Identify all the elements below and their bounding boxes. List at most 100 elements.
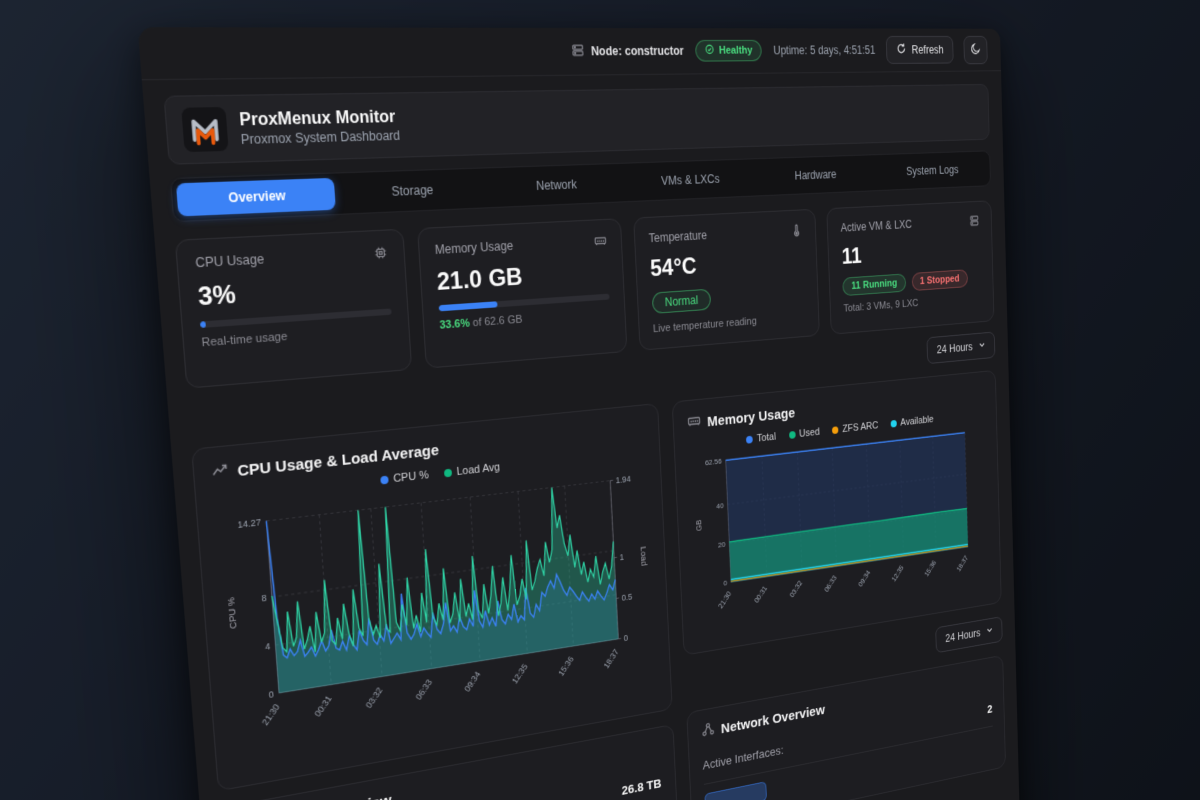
legend-dot bbox=[832, 426, 839, 435]
temperature-card-title: Temperature bbox=[648, 228, 708, 246]
svg-text:1.94: 1.94 bbox=[615, 474, 630, 485]
network-row-label: Active Interfaces: bbox=[702, 743, 784, 773]
svg-text:09:34: 09:34 bbox=[463, 670, 483, 693]
interface-badge[interactable] bbox=[704, 781, 767, 800]
memory-chart-icon bbox=[687, 413, 701, 433]
cpu-progress-fill bbox=[199, 321, 207, 328]
server-icon bbox=[571, 43, 585, 60]
cpu-load-chart: 21:30 00:31 03:32 06:33 09:34 12:35 15:36 18:37… bbox=[226, 474, 648, 727]
trending-up-icon bbox=[211, 461, 230, 484]
cpu-value: 3% bbox=[196, 280, 237, 312]
uptime-label: Uptime: 5 days, 4:51:51 bbox=[773, 43, 876, 58]
tab-overview[interactable]: Overview bbox=[175, 177, 336, 217]
storage-row-value: 26.8 TB bbox=[621, 775, 662, 798]
cpu-card-title: CPU Usage bbox=[194, 251, 265, 271]
dark-mode-toggle[interactable] bbox=[963, 35, 988, 64]
vm-stopped-badge: 1 Stopped bbox=[911, 269, 968, 292]
svg-text:03:32: 03:32 bbox=[788, 579, 803, 599]
svg-text:09:34: 09:34 bbox=[857, 569, 872, 589]
refresh-icon bbox=[896, 43, 906, 58]
moon-icon bbox=[970, 42, 981, 57]
svg-text:06:33: 06:33 bbox=[823, 574, 838, 594]
node-indicator: Node: constructor bbox=[571, 42, 684, 59]
cpu-caption: Real-time usage bbox=[201, 330, 288, 350]
cpu-icon bbox=[373, 245, 388, 263]
storage-title: Storage Overview bbox=[264, 792, 393, 800]
chevron-down-icon bbox=[986, 625, 993, 638]
svg-text:GB: GB bbox=[694, 519, 703, 532]
dashboard-window: Node: constructor Healthy Uptime: 5 days… bbox=[137, 27, 1022, 800]
svg-text:1: 1 bbox=[619, 552, 624, 562]
tab-system-logs[interactable]: System Logs bbox=[906, 163, 959, 178]
svg-text:14.27: 14.27 bbox=[237, 517, 261, 530]
server-stack-icon bbox=[969, 214, 980, 230]
check-circle-icon bbox=[705, 44, 715, 58]
tab-hardware[interactable]: Hardware bbox=[794, 167, 837, 183]
svg-text:0.5: 0.5 bbox=[621, 592, 632, 603]
legend-dot bbox=[746, 435, 754, 444]
svg-text:21:30: 21:30 bbox=[717, 590, 733, 610]
memory-progress-fill bbox=[438, 301, 498, 312]
memory-usage-card: Memory Usage 21.0 GB 33.6% of 62.6 GB bbox=[416, 218, 627, 369]
legend-item-total: Total bbox=[746, 431, 776, 445]
svg-text:0: 0 bbox=[723, 579, 727, 588]
memory-icon bbox=[593, 234, 606, 251]
health-badge: Healthy bbox=[695, 39, 763, 62]
svg-text:06:33: 06:33 bbox=[414, 678, 434, 702]
temperature-status-badge: Normal bbox=[651, 288, 712, 314]
svg-text:Load: Load bbox=[638, 546, 648, 567]
temperature-value: 54°C bbox=[649, 253, 698, 283]
svg-text:12:35: 12:35 bbox=[890, 564, 905, 583]
svg-text:20: 20 bbox=[717, 540, 725, 549]
svg-text:12:35: 12:35 bbox=[510, 662, 529, 685]
memory-value: 21.0 GB bbox=[436, 263, 524, 297]
vm-count-value: 11 bbox=[841, 243, 863, 270]
left-column: CPU Usage & Load Average CPU % Load Avg 2… bbox=[191, 403, 679, 800]
network-row-value: 2 bbox=[987, 702, 993, 716]
tab-storage[interactable]: Storage bbox=[391, 182, 434, 199]
chevron-down-icon bbox=[978, 339, 986, 352]
svg-text:03:32: 03:32 bbox=[364, 686, 385, 710]
vm-card-title: Active VM & LXC bbox=[840, 217, 913, 235]
svg-text:CPU %: CPU % bbox=[226, 596, 240, 630]
memory-chart: 21:30 00:31 03:32 06:33 09:34 12:35 15:36 18:37… bbox=[694, 421, 989, 610]
svg-text:18:37: 18:37 bbox=[955, 554, 969, 573]
time-range-select-bottom[interactable]: 24 Hours bbox=[935, 616, 1003, 654]
legend-dot bbox=[788, 430, 796, 439]
legend-dot bbox=[890, 419, 897, 428]
active-vm-card: Active VM & LXC 11 11 Running 1 Stopped … bbox=[826, 200, 995, 335]
main-columns: CPU Usage & Load Average CPU % Load Avg 2… bbox=[191, 369, 1006, 800]
svg-text:00:31: 00:31 bbox=[753, 584, 769, 604]
time-range-select-top[interactable]: 24 Hours bbox=[926, 331, 996, 365]
thermometer-icon bbox=[791, 223, 803, 240]
svg-text:15:36: 15:36 bbox=[923, 559, 937, 578]
svg-text:8: 8 bbox=[261, 593, 267, 604]
svg-text:62.56: 62.56 bbox=[704, 457, 722, 467]
svg-text:4: 4 bbox=[265, 641, 271, 652]
app-header: ProxMenux Monitor Proxmox System Dashboa… bbox=[163, 83, 990, 165]
svg-text:00:31: 00:31 bbox=[313, 694, 334, 718]
tab-network[interactable]: Network bbox=[535, 177, 578, 194]
memory-chart-card: Memory Usage Total Used ZFS ARC Available 2… bbox=[671, 369, 1002, 656]
legend-dot bbox=[443, 468, 453, 478]
node-label: Node: constructor bbox=[590, 43, 685, 59]
svg-text:18:37: 18:37 bbox=[602, 648, 620, 671]
vm-caption: Total: 3 VMs, 9 LXC bbox=[843, 297, 919, 315]
svg-text:0: 0 bbox=[623, 633, 628, 643]
cpu-chart-card: CPU Usage & Load Average CPU % Load Avg 2… bbox=[191, 403, 673, 792]
proxmenux-logo bbox=[181, 106, 229, 153]
cpu-usage-card: CPU Usage 3% Real-time usage bbox=[174, 228, 412, 389]
tab-vms-lxcs[interactable]: VMs & LXCs bbox=[660, 172, 720, 188]
temperature-card: Temperature 54°C Normal Live temperature… bbox=[632, 208, 821, 351]
vm-running-badge: 11 Running bbox=[842, 273, 906, 297]
legend-dot bbox=[380, 475, 389, 485]
refresh-button[interactable]: Refresh bbox=[885, 35, 954, 64]
svg-text:21:30: 21:30 bbox=[260, 702, 282, 727]
svg-text:40: 40 bbox=[716, 501, 724, 510]
svg-text:0: 0 bbox=[268, 689, 274, 700]
network-icon bbox=[701, 721, 715, 742]
memory-card-title: Memory Usage bbox=[434, 238, 514, 258]
memory-caption: 33.6% of 62.6 GB bbox=[439, 313, 523, 332]
top-status-bar: Node: constructor Healthy Uptime: 5 days… bbox=[137, 27, 1002, 81]
